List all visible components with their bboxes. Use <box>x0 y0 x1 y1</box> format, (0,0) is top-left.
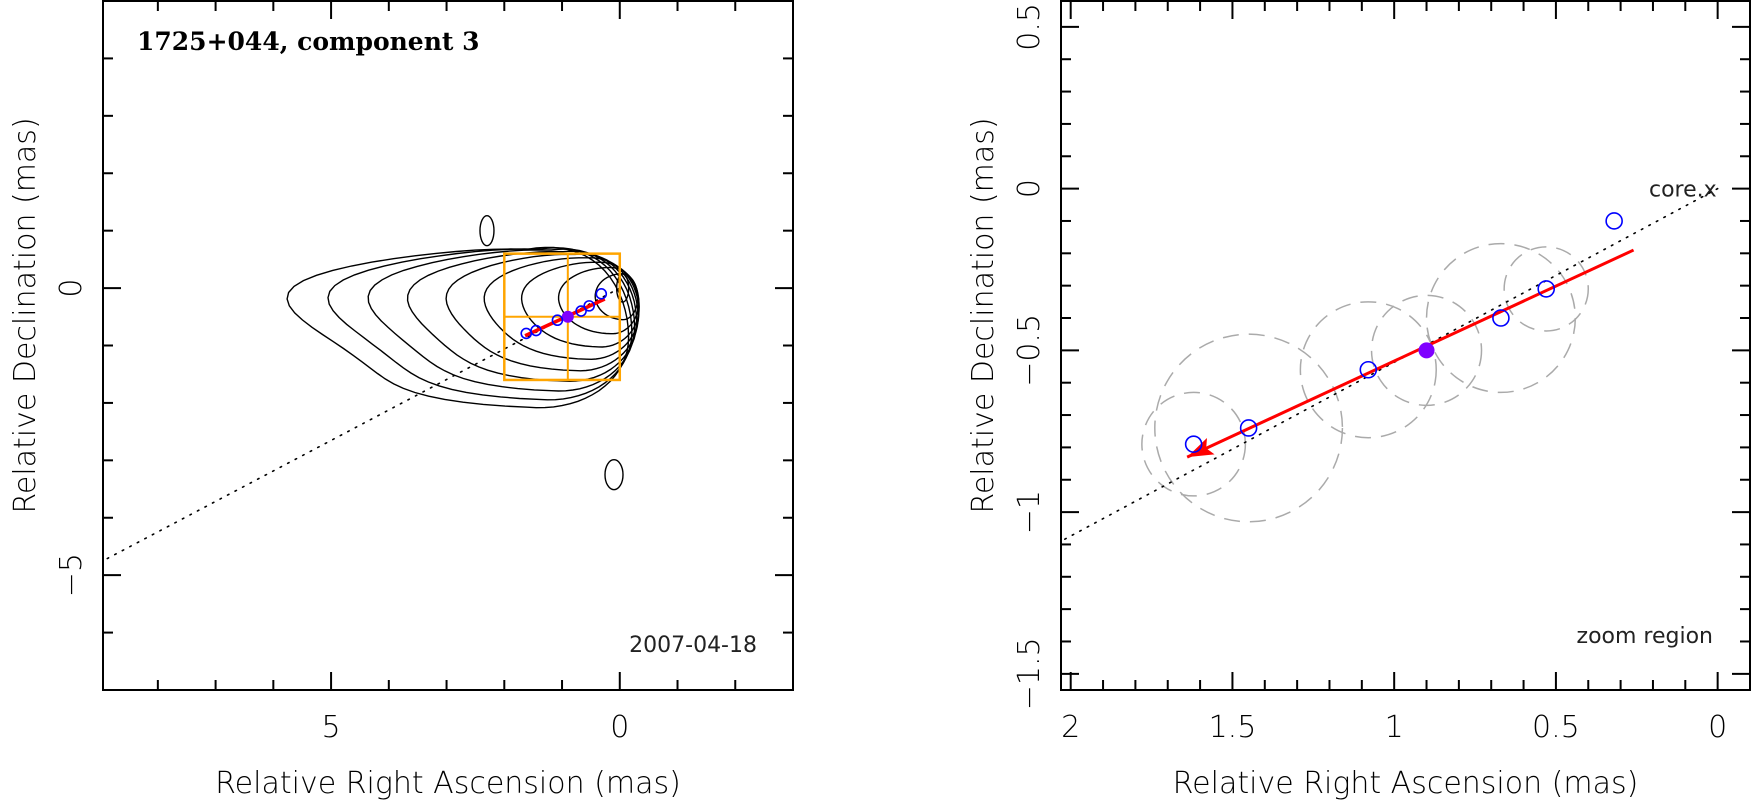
left-x-axis-label: Relative Right Ascension (mas) <box>215 766 681 801</box>
component-size-circle <box>1154 333 1344 523</box>
component-marker-filled <box>561 310 574 323</box>
x-tick-label: 5 <box>322 710 341 745</box>
component-size-circles <box>1141 242 1590 523</box>
component-marker <box>520 327 533 340</box>
contour-level <box>557 266 640 335</box>
y-tick-label: 0.5 <box>1012 3 1047 51</box>
panel-title: 1725+044, component 3 <box>137 27 480 56</box>
reference-dotted-line <box>1060 187 1719 543</box>
contour-level <box>520 261 640 348</box>
core-label: core.x <box>1649 178 1717 203</box>
component-marker <box>551 314 564 327</box>
contour-level <box>327 247 633 401</box>
contour-peak <box>615 273 630 303</box>
contour-map <box>286 214 640 491</box>
contour-level <box>286 246 630 409</box>
x-tick-label: 2 <box>1061 710 1080 745</box>
y-tick-label: −5 <box>54 553 89 597</box>
x-tick-label: 0.5 <box>1532 710 1580 745</box>
component-marker <box>575 305 587 317</box>
components <box>1184 212 1623 453</box>
component-marker <box>1605 212 1623 230</box>
component-marker <box>583 300 595 312</box>
component-marker <box>1184 435 1203 453</box>
x-tick-label: 1 <box>1385 710 1404 745</box>
component-marker-filled <box>1418 342 1435 359</box>
right-tick-labels: 2 1.5 1 0.5 0 0.5 0 −0.5 −1 −1.5 <box>1012 3 1727 745</box>
zoom-region-label: zoom region <box>1577 624 1713 649</box>
component-size-circle <box>1299 301 1437 439</box>
component-marker <box>1239 419 1258 437</box>
epoch-label: 2007-04-18 <box>629 633 757 658</box>
right-ticks <box>1061 1 1751 690</box>
contour-island <box>604 458 624 491</box>
component-marker <box>595 288 608 300</box>
right-x-axis-label: Relative Right Ascension (mas) <box>1173 766 1639 801</box>
y-tick-label: 0 <box>54 279 89 298</box>
contour-island <box>479 214 495 247</box>
x-tick-label: 0 <box>1708 710 1727 745</box>
right-panel: 2 1.5 1 0.5 0 0.5 0 −0.5 −1 −1.5 core.x zoom regi… <box>966 0 1751 801</box>
left-y-axis-label: Relative Declination (mas) <box>8 117 43 513</box>
component-size-circle <box>1141 391 1247 497</box>
right-plot-frame <box>1060 0 1751 691</box>
reference-line <box>1060 187 1719 543</box>
y-tick-label: −1.5 <box>1012 637 1047 710</box>
component-marker <box>1359 360 1378 379</box>
y-tick-label: 0 <box>1012 179 1047 198</box>
left-panel: 5 0 0 −5 1725+044, component 3 2007-04-18 R… <box>8 0 794 801</box>
right-y-axis-label: Relative Declination (mas) <box>966 117 1001 513</box>
left-plot-frame <box>102 0 794 691</box>
components <box>520 288 608 340</box>
y-tick-label: −0.5 <box>1012 314 1047 387</box>
component-marker <box>1537 280 1556 298</box>
y-tick-label: −1 <box>1012 490 1047 534</box>
left-ticks <box>103 0 794 691</box>
component-size-circle <box>1503 246 1590 332</box>
x-tick-label: 0 <box>610 710 629 745</box>
component-marker <box>1492 309 1510 327</box>
x-tick-label: 1.5 <box>1209 710 1257 745</box>
left-tick-labels: 5 0 0 −5 <box>54 279 629 745</box>
component-size-circle <box>1425 242 1577 394</box>
arrow-shaft <box>1186 248 1635 459</box>
